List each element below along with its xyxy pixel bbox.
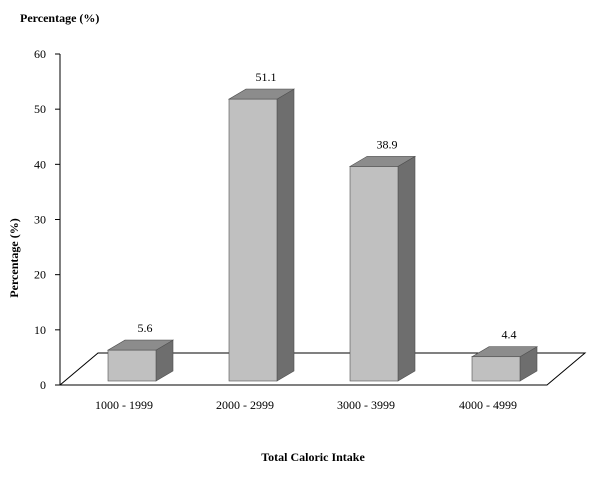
- y-axis-label: Percentage (%): [7, 218, 21, 297]
- data-labels-group: 5.6 51.1 38.9 4.4: [138, 70, 517, 342]
- bars-group: [106, 88, 539, 382]
- bar-top-face: [106, 339, 175, 351]
- y-tick-label: 40: [34, 157, 46, 171]
- x-tick-label: 3000 - 3999: [337, 398, 395, 412]
- bar-top-face: [470, 346, 539, 358]
- y-tick-label: 0: [40, 378, 46, 392]
- bar: [348, 155, 417, 382]
- x-tick-label: 2000 - 2999: [216, 398, 274, 412]
- data-label: 51.1: [256, 70, 277, 84]
- y-tick-label: 10: [34, 323, 46, 337]
- x-axis-label: Total Caloric Intake: [261, 450, 365, 464]
- y-tick-label: 60: [34, 47, 46, 61]
- bar-front-face: [349, 166, 399, 382]
- y-axis-ticks: 0 10 20 30 40 50 60: [34, 47, 60, 392]
- bar-side-face: [276, 88, 295, 382]
- bar-front-face: [228, 98, 278, 382]
- x-tick-label: 1000 - 1999: [95, 398, 153, 412]
- data-label: 5.6: [138, 321, 153, 335]
- bar-top-face: [227, 88, 296, 100]
- bar: [470, 346, 539, 382]
- data-label: 4.4: [502, 328, 517, 342]
- bar-side-face: [397, 155, 416, 382]
- bar-front-face: [471, 356, 521, 382]
- y-tick-label: 50: [34, 102, 46, 116]
- bar-top-face: [348, 156, 417, 167]
- y-tick-label: 20: [34, 268, 46, 282]
- data-label: 38.9: [377, 137, 398, 151]
- bar: [227, 88, 296, 382]
- chart-title: Percentage (%): [20, 11, 99, 25]
- chart-floor: [58, 352, 587, 386]
- bar-front-face: [107, 349, 157, 382]
- x-tick-label: 4000 - 4999: [459, 398, 517, 412]
- x-axis-ticks: 1000 - 1999 2000 - 2999 3000 - 3999 4000 - …: [95, 398, 517, 412]
- y-tick-label: 30: [34, 213, 46, 227]
- bar: [106, 339, 175, 382]
